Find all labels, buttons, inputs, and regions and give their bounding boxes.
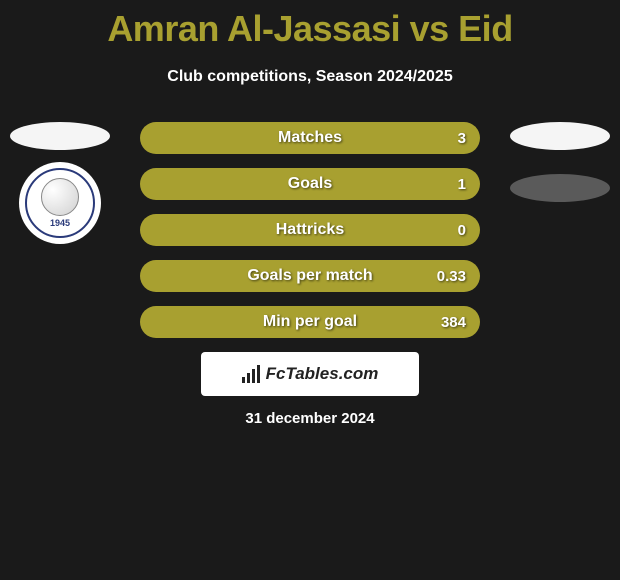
stats-bars: Matches 3 Goals 1 Hattricks 0 Goals per … [140,122,480,352]
stat-bar: Matches 3 [140,122,480,154]
soccer-ball-icon [41,178,79,216]
stat-label: Matches [278,129,342,147]
subtitle: Club competitions, Season 2024/2025 [0,68,620,86]
player1-placeholder-ellipse [10,122,110,150]
stat-bar: Goals 1 [140,168,480,200]
logo-label: FcTables.com [266,364,379,384]
player2-placeholder-ellipse [510,122,610,150]
stat-value: 1 [458,176,466,193]
player2-shadow-ellipse [510,174,610,202]
right-column [510,122,610,202]
club-badge-inner: 1945 [25,168,95,238]
bar-chart-icon [242,365,260,383]
stat-label: Min per goal [263,313,357,331]
stat-label: Hattricks [276,221,344,239]
stat-bar: Hattricks 0 [140,214,480,246]
date-label: 31 december 2024 [0,410,620,427]
page-title: Amran Al-Jassasi vs Eid [0,0,620,50]
club-badge: 1945 [19,162,101,244]
fctables-logo: FcTables.com [201,352,419,396]
stat-value: 384 [441,314,466,331]
stat-bar: Min per goal 384 [140,306,480,338]
left-column: 1945 [10,122,110,244]
stat-bar: Goals per match 0.33 [140,260,480,292]
stat-value: 3 [458,130,466,147]
badge-year: 1945 [50,218,70,228]
logo-text: FcTables.com [242,364,379,384]
stat-value: 0 [458,222,466,239]
stat-label: Goals per match [247,267,372,285]
stat-label: Goals [288,175,332,193]
stat-value: 0.33 [437,268,466,285]
